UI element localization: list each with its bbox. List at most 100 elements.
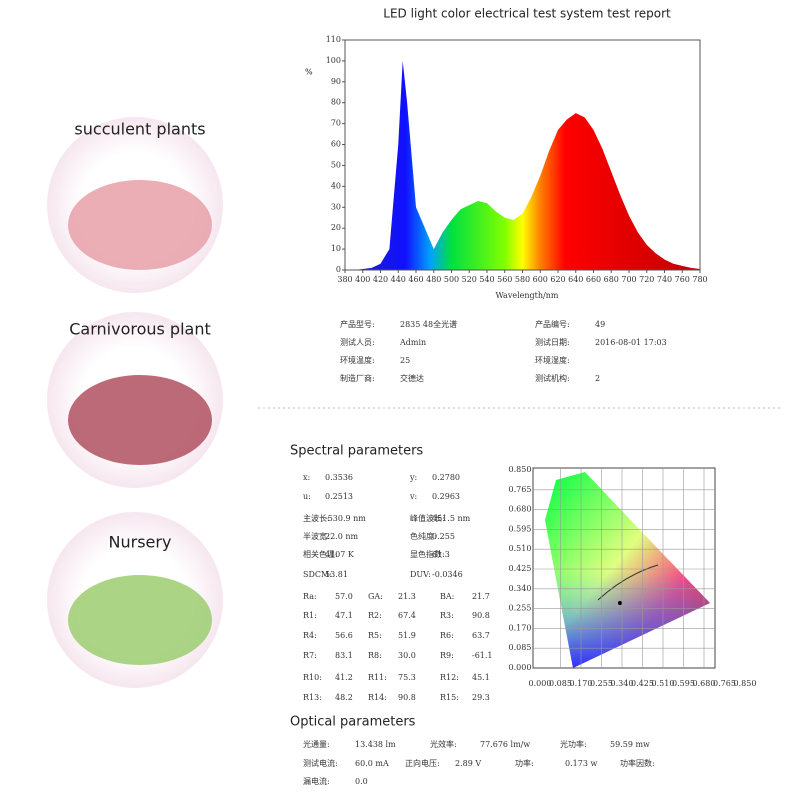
- param-value: 29.3: [472, 693, 490, 702]
- param-value: 45.1: [472, 673, 490, 682]
- info-value: 25: [400, 356, 410, 365]
- cie-x-label: 0.850: [734, 679, 757, 688]
- info-label: 产品编号:: [535, 319, 570, 329]
- optical-label: 功率因数:: [620, 758, 655, 768]
- param-label: y:: [409, 473, 417, 482]
- y-tick-label: 100: [326, 56, 341, 65]
- plant-label: succulent plants: [74, 120, 205, 139]
- cie-y-label: 0.170: [509, 623, 532, 632]
- param-value: 22.0 nm: [325, 532, 359, 541]
- param-label: R1:: [303, 611, 317, 620]
- param-value: 53.81: [325, 570, 348, 579]
- x-tick-label: 680: [604, 275, 619, 284]
- spectrum-area: [345, 60, 700, 271]
- param-label: 主波长:: [303, 513, 330, 523]
- param-label: R15:: [440, 693, 459, 702]
- param-value: 0.3536: [325, 473, 353, 482]
- param-label: R7:: [303, 651, 317, 660]
- y-tick-label: 70: [331, 119, 341, 128]
- param-value: 451.5 nm: [432, 514, 471, 523]
- y-axis-label: %: [305, 68, 313, 77]
- info-value: 49: [595, 320, 605, 329]
- x-tick-label: 380: [337, 275, 352, 284]
- param-label: x:: [303, 473, 310, 482]
- param-value: 0.2963: [432, 492, 460, 501]
- param-label: R11:: [368, 673, 387, 682]
- optical-value: 59.59 mw: [610, 740, 650, 749]
- optical-value: 60.0 mA: [355, 759, 389, 768]
- optical-value: 77.676 lm/w: [480, 740, 530, 749]
- y-tick-label: 40: [331, 181, 341, 190]
- cie-y-label: 0.425: [509, 564, 532, 573]
- optical-label: 光功率:: [560, 739, 587, 749]
- cie-x-label: 0.255: [590, 679, 613, 688]
- x-tick-label: 420: [373, 275, 388, 284]
- info-label: 测试人员:: [340, 337, 375, 347]
- optical-value: 0.0: [355, 777, 368, 786]
- optical-value: 0.173 w: [565, 759, 597, 768]
- cie-x-label: 0.510: [652, 679, 675, 688]
- cie-x-label: 0.000: [529, 679, 552, 688]
- x-tick-label: 620: [550, 275, 565, 284]
- param-value: 61.3: [432, 550, 450, 559]
- info-label: 测试日期:: [535, 337, 570, 347]
- param-label: R13:: [303, 693, 322, 702]
- section-title: Spectral parameters: [290, 444, 423, 459]
- y-tick-label: 10: [331, 244, 341, 253]
- param-value: 57.0: [335, 592, 353, 601]
- param-label: GA:: [368, 592, 383, 601]
- plant-label: Carnivorous plant: [69, 320, 211, 339]
- param-label: BA:: [440, 592, 454, 601]
- info-value: 交德达: [400, 373, 424, 383]
- y-tick-label: 80: [331, 98, 341, 107]
- x-tick-label: 520: [462, 275, 477, 284]
- plant-photo: [68, 575, 212, 665]
- param-label: DUV:: [410, 570, 431, 579]
- param-value: 63.7: [472, 631, 490, 640]
- info-value: Admin: [399, 338, 426, 347]
- param-label: u:: [303, 492, 311, 501]
- param-value: 0.2780: [432, 473, 460, 482]
- y-tick-label: 30: [331, 202, 341, 211]
- x-tick-label: 560: [497, 275, 512, 284]
- x-tick-label: 660: [586, 275, 601, 284]
- cie-point: [618, 601, 622, 605]
- param-label: R8:: [368, 651, 382, 660]
- cie-y-label: 0.255: [509, 604, 532, 613]
- optical-label: 功率:: [515, 758, 534, 768]
- plant-photo: [68, 375, 212, 465]
- section-title: Optical parameters: [290, 715, 416, 730]
- param-label: 显色指数:: [410, 549, 445, 559]
- param-label: 峰值波长:: [410, 513, 445, 523]
- optical-value: 2.89 V: [455, 759, 481, 768]
- param-value: -61.1: [472, 651, 493, 660]
- info-label: 环境温度:: [340, 355, 375, 365]
- y-tick-label: 90: [331, 77, 341, 86]
- x-tick-label: 600: [533, 275, 548, 284]
- cie-y-label: 0.850: [509, 465, 532, 474]
- chart-title: LED light color electrical test system t…: [383, 7, 671, 21]
- cie-locus-shade: [545, 472, 710, 668]
- cie-y-label: 0.680: [509, 505, 532, 514]
- param-label: R2:: [368, 611, 382, 620]
- x-tick-label: 780: [692, 275, 707, 284]
- cie-x-label: 0.595: [672, 679, 695, 688]
- param-label: R5:: [368, 631, 382, 640]
- param-value: 0.255: [432, 532, 455, 541]
- info-value: 2835 48全光谱: [400, 319, 457, 329]
- info-label: 环境湿度:: [535, 355, 570, 365]
- param-value: 75.3: [398, 673, 416, 682]
- y-tick-label: 0: [336, 265, 341, 274]
- param-value: 56.6: [335, 631, 353, 640]
- x-tick-label: 640: [568, 275, 583, 284]
- param-value: 90.8: [398, 693, 416, 702]
- plant-label: Nursery: [109, 533, 172, 552]
- param-label: 色纯度:: [410, 531, 437, 541]
- param-label: R12:: [440, 673, 459, 682]
- param-label: Ra:: [303, 592, 317, 601]
- cie-x-label: 0.340: [611, 679, 634, 688]
- plant-photo: [68, 180, 212, 270]
- param-label: 半波宽:: [303, 531, 330, 541]
- x-tick-label: 720: [639, 275, 654, 284]
